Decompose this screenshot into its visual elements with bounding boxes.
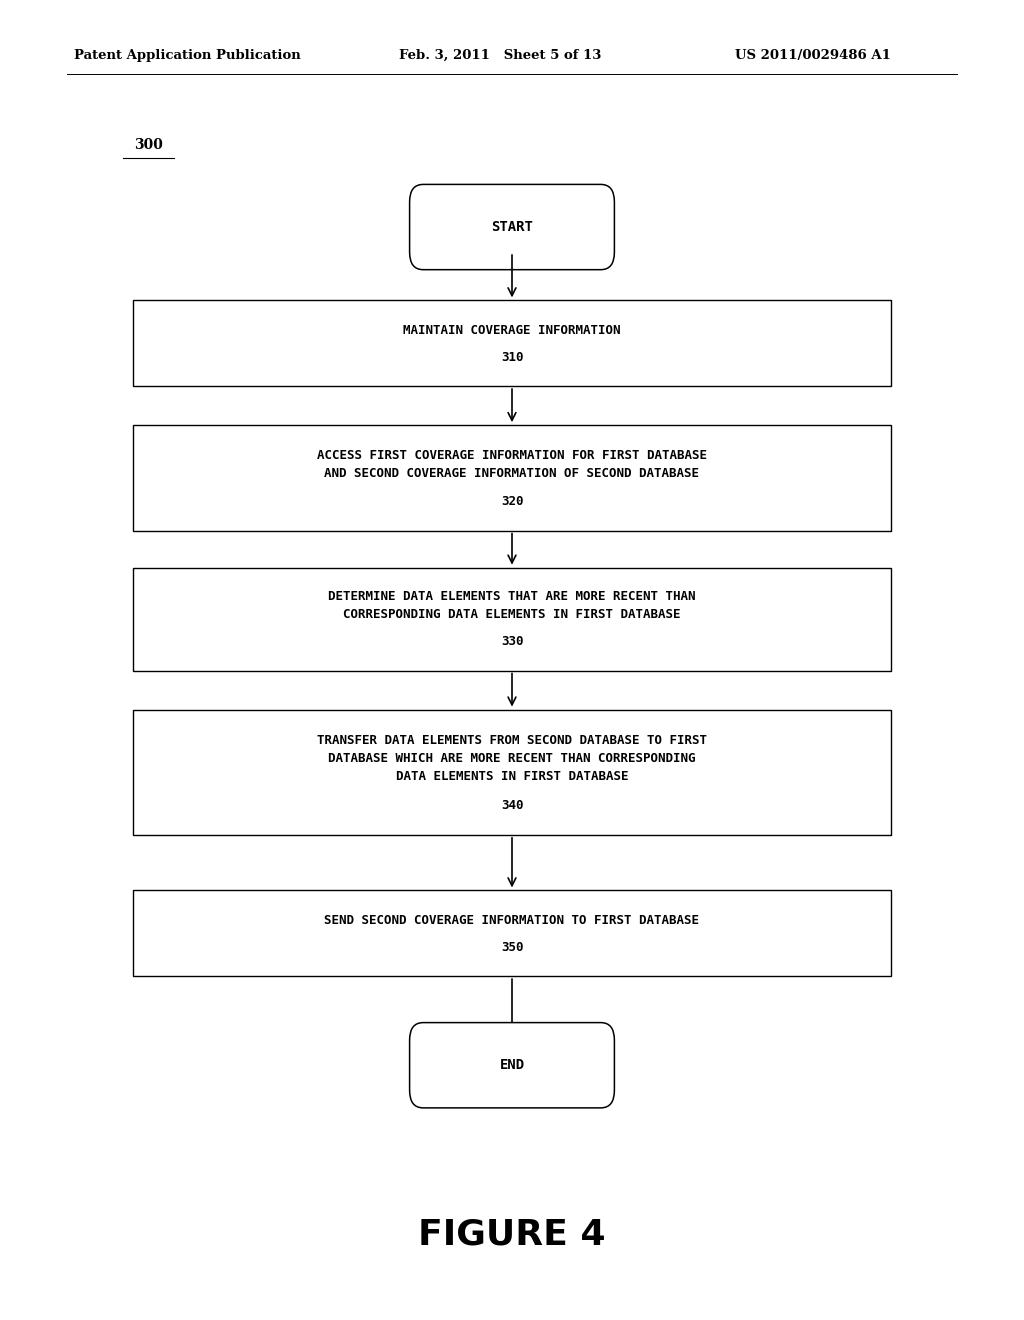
Text: US 2011/0029486 A1: US 2011/0029486 A1 xyxy=(735,49,891,62)
Text: 310: 310 xyxy=(501,351,523,363)
Text: 350: 350 xyxy=(501,941,523,953)
Text: TRANSFER DATA ELEMENTS FROM SECOND DATABASE TO FIRST
DATABASE WHICH ARE MORE REC: TRANSFER DATA ELEMENTS FROM SECOND DATAB… xyxy=(317,734,707,784)
Text: END: END xyxy=(500,1059,524,1072)
FancyBboxPatch shape xyxy=(410,185,614,269)
Text: START: START xyxy=(492,220,532,234)
Bar xyxy=(133,891,891,977)
Bar xyxy=(133,301,891,385)
FancyBboxPatch shape xyxy=(410,1023,614,1107)
Bar xyxy=(133,710,891,836)
Text: SEND SECOND COVERAGE INFORMATION TO FIRST DATABASE: SEND SECOND COVERAGE INFORMATION TO FIRS… xyxy=(325,913,699,927)
Text: FIGURE 4: FIGURE 4 xyxy=(418,1217,606,1251)
Text: 330: 330 xyxy=(501,635,523,648)
Bar xyxy=(133,568,891,671)
Text: Feb. 3, 2011   Sheet 5 of 13: Feb. 3, 2011 Sheet 5 of 13 xyxy=(399,49,602,62)
Bar xyxy=(133,425,891,531)
Text: Patent Application Publication: Patent Application Publication xyxy=(74,49,300,62)
Text: MAINTAIN COVERAGE INFORMATION: MAINTAIN COVERAGE INFORMATION xyxy=(403,323,621,337)
Text: 320: 320 xyxy=(501,495,523,508)
Text: ACCESS FIRST COVERAGE INFORMATION FOR FIRST DATABASE
AND SECOND COVERAGE INFORMA: ACCESS FIRST COVERAGE INFORMATION FOR FI… xyxy=(317,449,707,480)
Text: 300: 300 xyxy=(134,139,163,152)
Text: DETERMINE DATA ELEMENTS THAT ARE MORE RECENT THAN
CORRESPONDING DATA ELEMENTS IN: DETERMINE DATA ELEMENTS THAT ARE MORE RE… xyxy=(329,590,695,622)
Text: 340: 340 xyxy=(501,800,523,812)
